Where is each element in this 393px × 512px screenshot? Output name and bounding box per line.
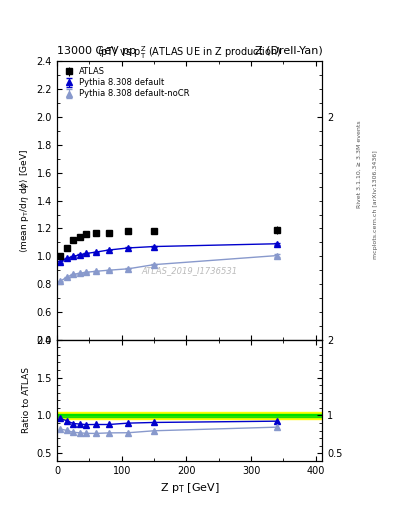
Y-axis label: $\langle$mean p$_{\mathsf{T}}$/d$\eta$ d$\phi\rangle$ [GeV]: $\langle$mean p$_{\mathsf{T}}$/d$\eta$ d… bbox=[18, 148, 31, 252]
Y-axis label: Ratio to ATLAS: Ratio to ATLAS bbox=[22, 367, 31, 433]
Text: mcplots.cern.ch [arXiv:1306.3436]: mcplots.cern.ch [arXiv:1306.3436] bbox=[373, 151, 378, 259]
Bar bbox=[57, 412, 322, 419]
Bar bbox=[57, 414, 322, 417]
Text: Z (Drell-Yan): Z (Drell-Yan) bbox=[255, 46, 322, 56]
Title: $\langle$pT$\rangle$ vs p$_{\mathsf{T}}^{\mathsf{Z}}$ (ATLAS UE in Z production): $\langle$pT$\rangle$ vs p$_{\mathsf{T}}^… bbox=[97, 45, 282, 61]
X-axis label: Z p$_{\mathsf{T}}$ [GeV]: Z p$_{\mathsf{T}}$ [GeV] bbox=[160, 481, 220, 495]
Text: Rivet 3.1.10, ≥ 3.3M events: Rivet 3.1.10, ≥ 3.3M events bbox=[357, 120, 362, 208]
Text: 13000 GeV pp: 13000 GeV pp bbox=[57, 46, 136, 56]
Legend: ATLAS, Pythia 8.308 default, Pythia 8.308 default-noCR: ATLAS, Pythia 8.308 default, Pythia 8.30… bbox=[61, 66, 191, 100]
Text: ATLAS_2019_I1736531: ATLAS_2019_I1736531 bbox=[141, 266, 238, 275]
